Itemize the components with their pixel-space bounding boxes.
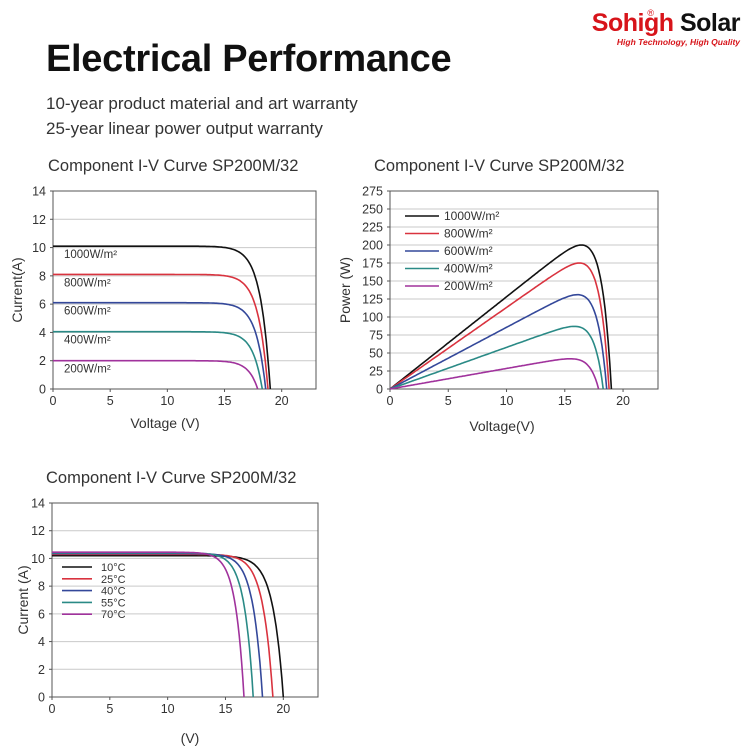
series-line-3: [53, 330, 264, 390]
y-tick-label-1: 25: [369, 365, 383, 379]
x-tick-label-2: 10: [161, 702, 175, 716]
y-tick-label-8: 200: [362, 239, 383, 253]
y-tick-label-11: 275: [362, 185, 383, 199]
y-axis-label: Power (W): [337, 257, 353, 323]
series-line-3: [389, 325, 604, 390]
y-tick-label-7: 14: [32, 185, 46, 199]
series-line-1: [52, 553, 274, 698]
brand-logo: Sohigh Solar ® High Technology, High Qua…: [591, 8, 741, 47]
registered-mark: ®: [647, 8, 654, 18]
series-label-4: 200W/m²: [64, 364, 111, 376]
x-axis-label: (V): [181, 730, 200, 746]
y-tick-label-1: 2: [38, 663, 45, 677]
y-tick-label-6: 12: [31, 524, 45, 538]
legend-label-2: 600W/m²: [444, 244, 493, 258]
y-axis-label: Current (A): [15, 565, 31, 634]
series-line-4: [52, 551, 245, 698]
chart-title-iv-temperature: Component I-V Curve SP200M/32: [46, 469, 297, 487]
series-line-2: [53, 301, 267, 390]
series-label-1: 800W/m²: [64, 277, 111, 289]
x-tick-label-2: 10: [500, 394, 514, 408]
plot-frame: [51, 502, 319, 698]
x-tick-label-1: 5: [445, 394, 452, 408]
x-tick-label-1: 5: [106, 702, 113, 716]
y-tick-label-3: 6: [39, 298, 46, 312]
chart-title-pv-irradiance: Component I-V Curve SP200M/32: [374, 157, 625, 175]
series-line-2: [52, 552, 264, 698]
x-tick-label-1: 5: [107, 394, 114, 408]
warranty-line-1: 10-year product material and art warrant…: [46, 94, 358, 113]
legend-label-2: 40°C: [101, 586, 126, 598]
series-label-0: 1000W/m²: [64, 249, 117, 261]
y-axis-label: Current(A): [9, 257, 25, 322]
y-tick-label-4: 8: [38, 580, 45, 594]
series-line-1: [53, 273, 269, 390]
x-tick-label-4: 20: [276, 702, 290, 716]
legend-label-1: 800W/m²: [444, 227, 493, 241]
y-tick-label-5: 10: [32, 241, 46, 255]
series-line-3: [52, 552, 254, 698]
x-tick-label-3: 15: [218, 394, 232, 408]
y-tick-label-3: 75: [369, 329, 383, 343]
brand-name-part2: Solar: [673, 9, 741, 37]
y-tick-label-7: 14: [31, 497, 45, 511]
y-tick-label-0: 0: [38, 691, 45, 705]
y-tick-label-5: 10: [31, 552, 45, 566]
legend-label-4: 200W/m²: [444, 279, 493, 293]
brand-wordmark: Sohigh Solar: [591, 8, 741, 38]
x-axis-label: Voltage(V): [469, 418, 534, 434]
plot-frame: [389, 190, 659, 390]
y-tick-label-2: 4: [39, 326, 46, 340]
x-tick-label-2: 10: [160, 394, 174, 408]
y-tick-label-2: 4: [38, 635, 45, 649]
x-tick-label-4: 20: [275, 394, 289, 408]
y-tick-label-7: 175: [362, 257, 383, 271]
x-axis-label: Voltage (V): [130, 415, 199, 431]
series-line-2: [389, 293, 608, 390]
legend-label-4: 70°C: [101, 609, 126, 621]
y-tick-label-2: 50: [369, 347, 383, 361]
y-tick-label-4: 100: [362, 311, 383, 325]
brand-name-part1: Sohigh: [591, 9, 674, 37]
y-tick-label-9: 225: [362, 221, 383, 235]
legend-label-3: 400W/m²: [444, 262, 493, 276]
y-tick-label-6: 12: [32, 213, 46, 227]
y-tick-label-6: 150: [362, 275, 383, 289]
legend-label-1: 25°C: [101, 574, 126, 586]
warranty-line-2: 25-year linear power output warranty: [46, 119, 323, 138]
y-tick-label-3: 6: [38, 607, 45, 621]
x-tick-label-0: 0: [50, 394, 57, 408]
y-tick-label-0: 0: [376, 383, 383, 397]
x-tick-label-3: 15: [558, 394, 572, 408]
series-line-4: [53, 359, 259, 390]
legend-label-3: 55°C: [101, 597, 126, 609]
y-tick-label-10: 250: [362, 203, 383, 217]
series-line-0: [53, 245, 272, 390]
y-tick-label-1: 2: [39, 354, 46, 368]
legend-label-0: 1000W/m²: [444, 209, 499, 223]
series-label-3: 400W/m²: [64, 335, 111, 347]
series-line-0: [389, 244, 613, 390]
x-tick-label-0: 0: [49, 702, 56, 716]
x-tick-label-3: 15: [219, 702, 233, 716]
page-title: Electrical Performance: [46, 38, 452, 80]
series-line-0: [52, 554, 285, 698]
series-line-1: [389, 262, 610, 390]
chart-title-iv-irradiance: Component I-V Curve SP200M/32: [48, 157, 299, 175]
y-tick-label-0: 0: [39, 383, 46, 397]
legend-label-0: 10°C: [101, 562, 126, 574]
brand-tagline: High Technology, High Quality: [616, 37, 740, 47]
y-tick-label-5: 125: [362, 293, 383, 307]
x-tick-label-0: 0: [387, 394, 394, 408]
series-label-2: 600W/m²: [64, 306, 111, 318]
y-tick-label-4: 8: [39, 269, 46, 283]
plot-frame: [52, 190, 317, 390]
x-tick-label-4: 20: [616, 394, 630, 408]
series-line-4: [389, 358, 600, 390]
